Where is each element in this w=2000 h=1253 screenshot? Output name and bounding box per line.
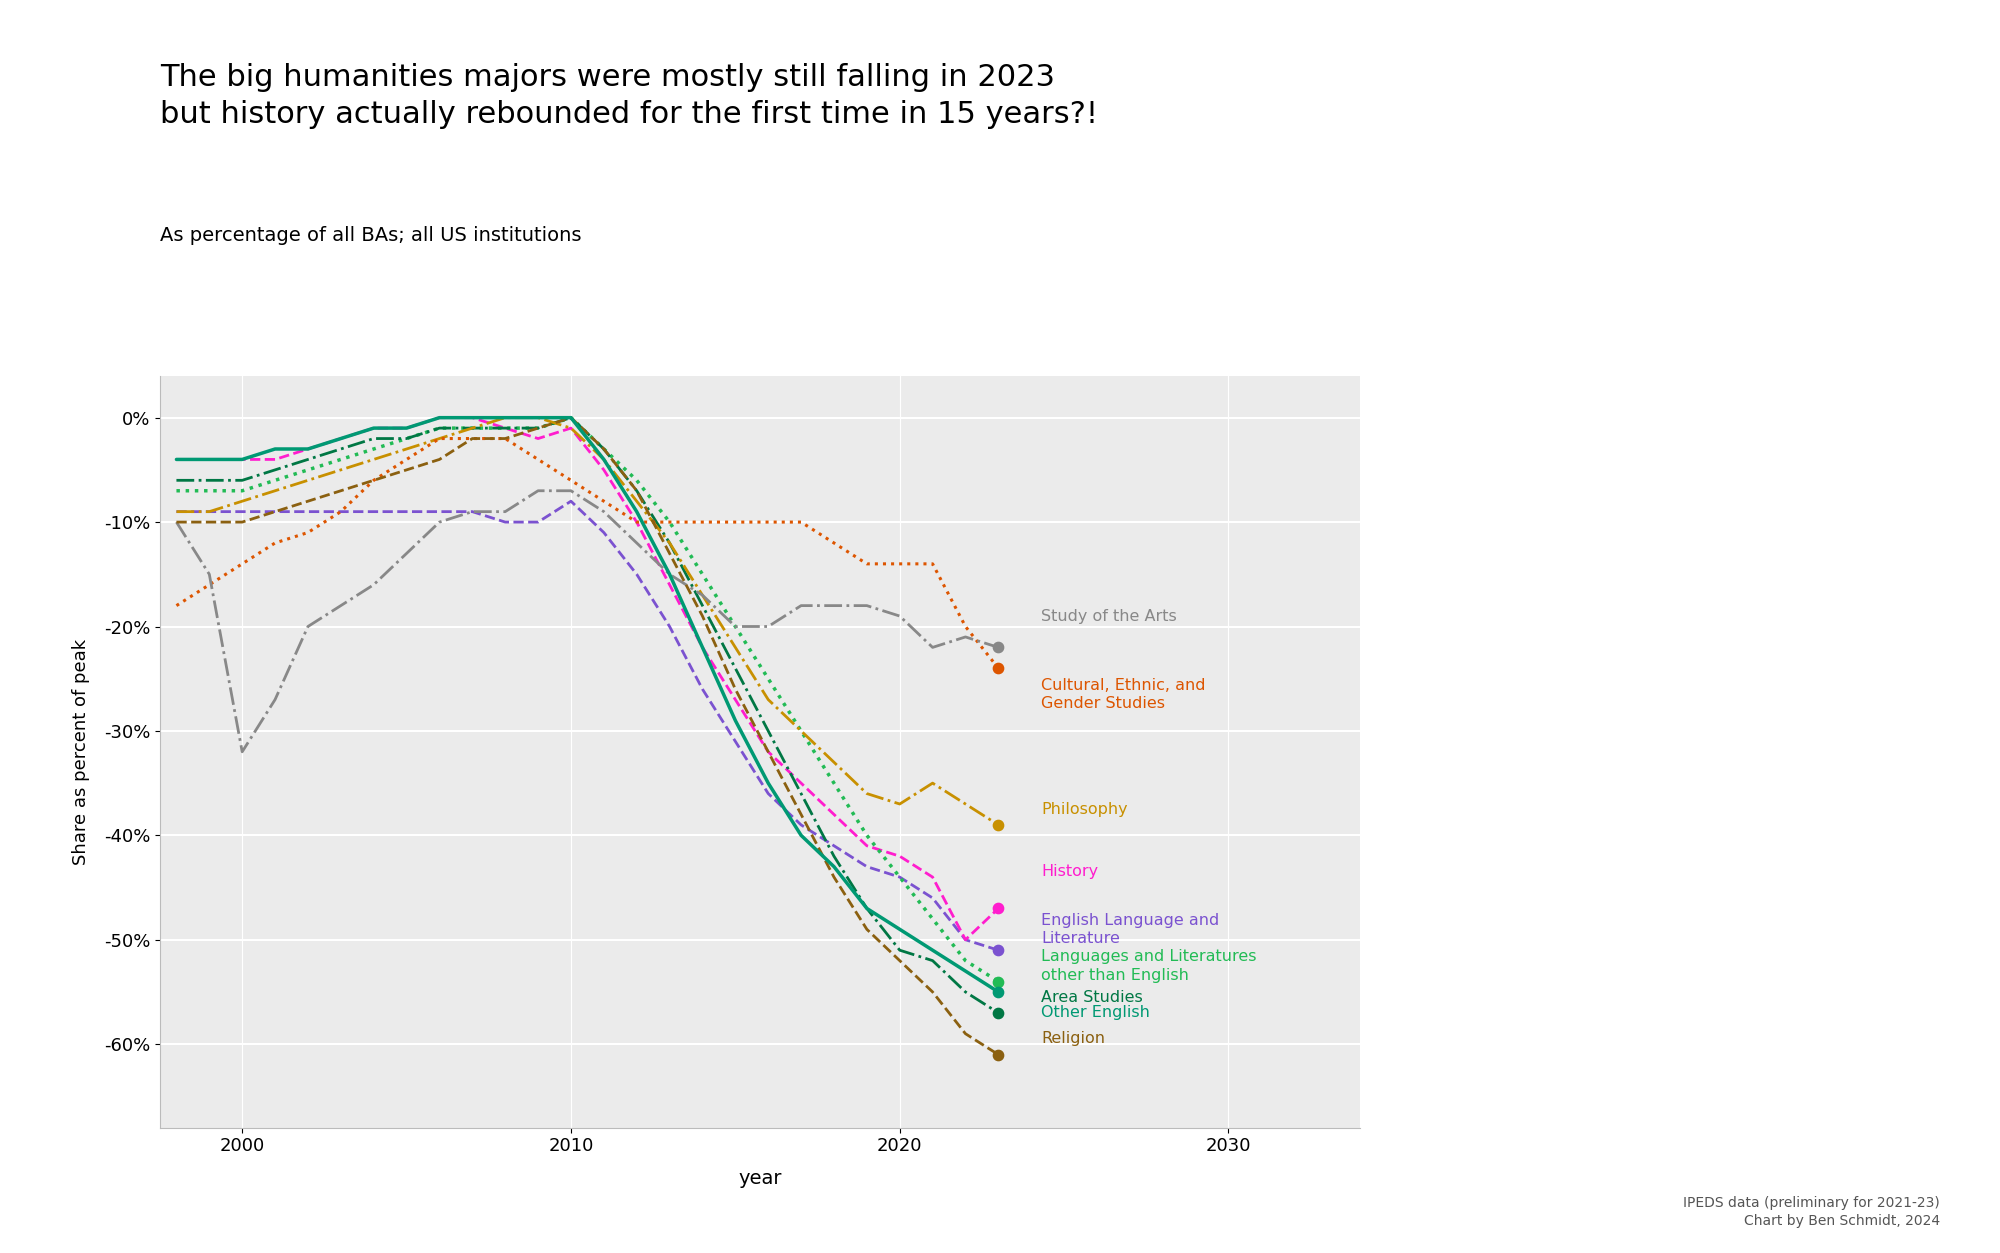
Point [982,658,1014,678]
Point [982,1045,1014,1065]
Text: IPEDS data (preliminary for 2021-23)
Chart by Ben Schmidt, 2024: IPEDS data (preliminary for 2021-23) Cha… [1684,1195,1940,1228]
Y-axis label: Share as percent of peak: Share as percent of peak [72,639,90,865]
Text: Study of the Arts: Study of the Arts [1042,609,1176,624]
Text: Philosophy: Philosophy [1042,802,1128,817]
Point [982,898,1014,918]
Text: Cultural, Ethnic, and
Gender Studies: Cultural, Ethnic, and Gender Studies [1042,678,1206,712]
Point [982,814,1014,834]
Text: Languages and Literatures
other than English: Languages and Literatures other than Eng… [1042,949,1256,982]
Text: Area Studies: Area Studies [1042,990,1142,1005]
Point [982,971,1014,991]
Text: Religion: Religion [1042,1031,1106,1046]
Point [982,1002,1014,1022]
Text: English Language and
Literature: English Language and Literature [1042,912,1220,946]
Text: As percentage of all BAs; all US institutions: As percentage of all BAs; all US institu… [160,226,582,244]
Point [982,638,1014,658]
Point [982,940,1014,960]
X-axis label: year: year [738,1169,782,1188]
Text: Other English: Other English [1042,1005,1150,1020]
Point [982,982,1014,1002]
Text: The big humanities majors were mostly still falling in 2023
but history actually: The big humanities majors were mostly st… [160,63,1098,129]
Text: History: History [1042,865,1098,880]
